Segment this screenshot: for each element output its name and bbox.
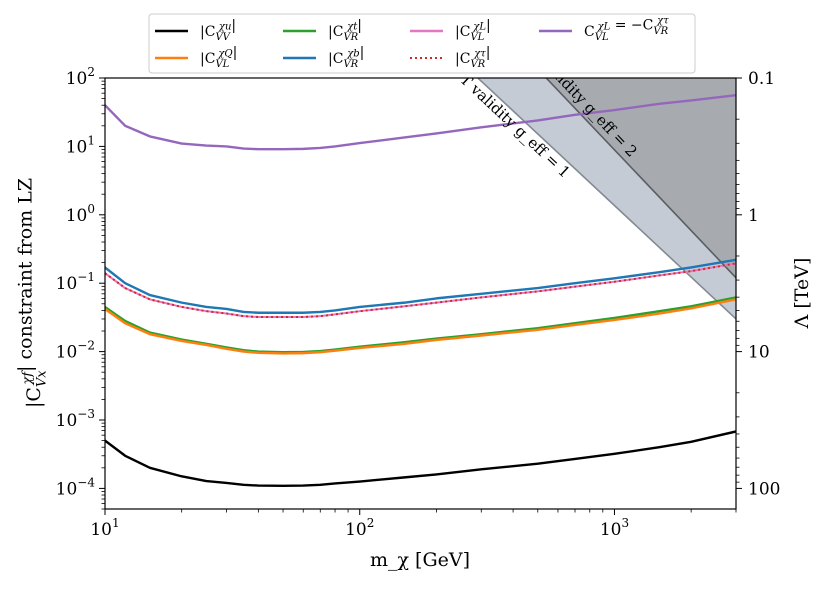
series-lines bbox=[105, 94, 736, 488]
axes: 101 102 103 10−4 10−3 10−2 10−1 100 101 102 0.1 1 10… bbox=[56, 65, 781, 540]
y2-tick-label-3: 100 bbox=[748, 479, 780, 499]
legend-label-4: |CVLχL| bbox=[455, 18, 491, 44]
region-edge-geff-1 bbox=[476, 78, 736, 320]
legend-label-1: |CVLχQ| bbox=[200, 45, 237, 70]
legend-label-6: CVLχL = −CVRχτ bbox=[584, 15, 669, 43]
legend: |CVVχu||CVLχQ| |CVRχt||CVRχb| |CVLχL||CVRχ… bbox=[148, 13, 696, 74]
y2-tick-label-2: 10 bbox=[748, 343, 770, 363]
legend-label-5: |CVRχτ| bbox=[455, 45, 491, 70]
y-tick-label-4: 100 bbox=[66, 202, 95, 226]
y-tick-label-0: 10−4 bbox=[56, 475, 96, 499]
y2-tick-label-1: 1 bbox=[748, 206, 759, 226]
series-line-0 bbox=[105, 258, 736, 314]
series-line-5 bbox=[105, 430, 736, 488]
legend-label-2: |CVRχt| bbox=[328, 18, 362, 44]
x-tick-label-0: 101 bbox=[90, 516, 119, 540]
y-tick-label-5: 101 bbox=[66, 133, 95, 157]
region-edge-geff-2 bbox=[545, 78, 736, 279]
y-tick-label-1: 10−3 bbox=[56, 407, 95, 431]
series-line-4 bbox=[105, 298, 736, 355]
y-tick-label-3: 10−1 bbox=[56, 270, 95, 294]
right-axis-label: Λ [TeV] bbox=[791, 258, 813, 330]
y-tick-label-6: 102 bbox=[66, 65, 95, 89]
x-axis-label: m_χ [GeV] bbox=[370, 549, 470, 571]
x-tick-label-2: 103 bbox=[600, 516, 629, 540]
legend-label-3: |CVRχb| bbox=[328, 45, 364, 70]
y-axis-label: |CVxχf| constraint from LZ bbox=[14, 178, 49, 408]
series-line-6 bbox=[105, 94, 736, 151]
y2-tick-label-0: 0.1 bbox=[748, 69, 775, 89]
y-tick-label-2: 10−2 bbox=[56, 339, 95, 363]
exclusion-regions bbox=[476, 78, 736, 320]
legend-label-0: |CVVχu| bbox=[200, 18, 236, 44]
series-line-2 bbox=[105, 262, 736, 319]
series-line-1 bbox=[105, 262, 736, 319]
x-tick-label-1: 102 bbox=[345, 516, 374, 540]
